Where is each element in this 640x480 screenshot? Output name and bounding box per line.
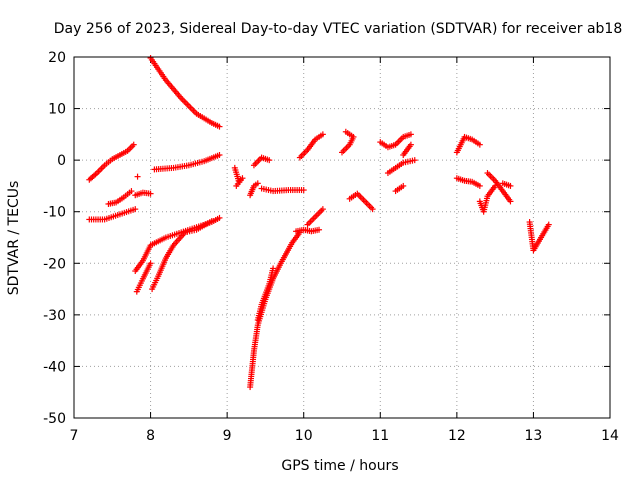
data-point: [270, 265, 277, 272]
data-point: [128, 188, 135, 195]
y-tick-label: -20: [43, 256, 66, 272]
data-point: [134, 173, 141, 180]
data-point: [369, 206, 376, 213]
x-tick-label: 13: [525, 428, 543, 444]
x-tick-label: 12: [448, 428, 466, 444]
data-point: [411, 157, 418, 164]
y-tick-label: 10: [48, 102, 66, 118]
data-point: [316, 226, 323, 233]
data-point: [233, 182, 240, 189]
data-point: [300, 187, 307, 194]
data-point: [216, 151, 223, 158]
y-tick-label: -30: [43, 308, 66, 324]
data-point: [545, 221, 552, 228]
data-point: [147, 190, 154, 197]
chart-title: Day 256 of 2023, Sidereal Day-to-day VTE…: [54, 21, 623, 37]
data-point: [266, 157, 273, 164]
data-point: [507, 198, 514, 205]
x-tick-label: 14: [601, 428, 619, 444]
x-tick-label: 9: [223, 428, 232, 444]
data-point: [400, 182, 407, 189]
y-axis-label: SDTVAR / TECUs: [6, 181, 22, 296]
data-point: [476, 141, 483, 148]
x-tick-label: 10: [295, 428, 313, 444]
data-point: [254, 180, 261, 187]
data-point: [132, 206, 139, 213]
x-tick-label: 11: [371, 428, 389, 444]
data-point: [507, 182, 514, 189]
plot-frame: [73, 56, 611, 419]
axis-ticks: 7 8 9 10 11 12 13 14 -50 -40 -30 -20 -10 0 10 20: [43, 50, 619, 444]
y-tick-label: -10: [43, 205, 66, 221]
x-tick-label: 8: [146, 428, 155, 444]
data-point: [407, 141, 414, 148]
data-point: [319, 206, 326, 213]
y-tick-label: 0: [57, 153, 66, 169]
data-point: [208, 217, 215, 224]
x-tick-label: 7: [70, 428, 79, 444]
data-point: [216, 123, 223, 130]
data-point: [342, 128, 349, 135]
y-tick-label: -50: [43, 411, 66, 427]
x-axis-label: GPS time / hours: [281, 458, 398, 474]
data-points: [86, 55, 552, 391]
data-point: [147, 260, 154, 267]
y-tick-label: 20: [48, 50, 66, 66]
data-point: [319, 131, 326, 138]
data-point: [130, 141, 137, 148]
data-point: [476, 182, 483, 189]
data-point: [216, 214, 223, 221]
y-tick-label: -40: [43, 359, 66, 375]
data-point: [407, 131, 414, 138]
